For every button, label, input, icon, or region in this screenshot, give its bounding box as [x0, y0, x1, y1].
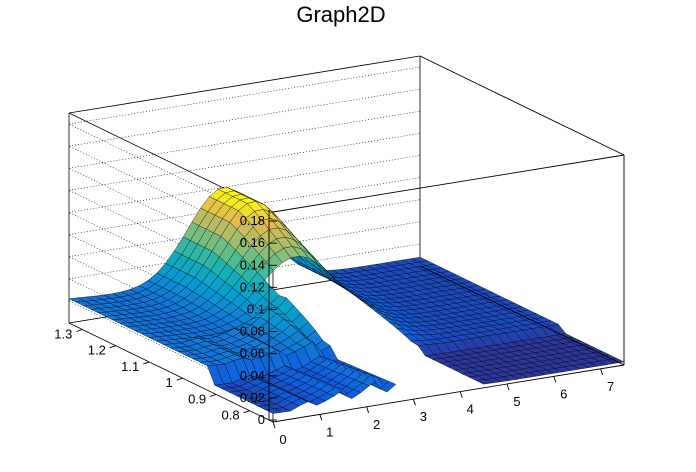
z-axis: 0 0.02 0.04 0.06 0.08 0.1 0.12 0.14 0.16 0.18	[240, 210, 277, 427]
z-tick-label: 0.04	[240, 368, 265, 383]
y-tick	[176, 377, 183, 381]
y-tick	[243, 410, 250, 414]
x-tick-label: 7	[607, 379, 614, 394]
x-tick-label: 1	[326, 424, 333, 439]
surface	[68, 187, 625, 414]
z-tick-label: 0.1	[247, 301, 265, 316]
y-axis: 0.8 0.9 1 1.1 1.2 1.3	[54, 326, 250, 423]
chart-title: Graph2D	[296, 2, 385, 27]
right-top-edge	[419, 55, 625, 156]
z-gridline-back	[68, 66, 421, 125]
x-tick	[272, 421, 276, 429]
right-floor-edge	[419, 265, 625, 366]
x-tick	[366, 406, 370, 413]
z-gridline-back	[68, 88, 421, 147]
x-tick	[600, 368, 604, 375]
back-top-edge	[68, 55, 421, 114]
z-gridline-back	[68, 110, 421, 169]
x-tick-label: 4	[467, 402, 474, 417]
y-tick-label: 1.3	[54, 326, 72, 341]
y-tick	[210, 393, 217, 397]
surface-cell	[379, 380, 397, 393]
left-floor-edge	[68, 322, 274, 423]
x-tick-label: 5	[513, 394, 520, 409]
y-tick	[76, 329, 83, 332]
z-tick-label: 0	[258, 412, 265, 427]
x-tick-label: 3	[420, 409, 427, 424]
z-tick-label: 0.06	[240, 346, 265, 361]
z-tick-label: 0.18	[240, 213, 265, 228]
z-tick-label: 0.14	[240, 257, 265, 272]
z-tick-label: 0.16	[240, 235, 265, 250]
y-tick	[143, 361, 150, 365]
x-axis: 0 1 2 3 4 5 6 7	[272, 368, 614, 447]
x-tick-label: 2	[373, 417, 380, 432]
x-tick	[319, 414, 323, 421]
y-tick-label: 1.1	[121, 359, 139, 374]
z-tick-label: 0.08	[240, 324, 265, 339]
x-tick-label: 6	[560, 386, 567, 401]
y-tick	[109, 345, 116, 349]
y-tick-label: 0.8	[222, 408, 240, 423]
z-tick-label: 0.02	[240, 390, 265, 405]
z-gridline-back	[68, 155, 421, 213]
x-tick	[506, 383, 510, 391]
y-tick-label: 1	[165, 375, 172, 390]
front-top-edge	[272, 154, 625, 213]
x-tick	[459, 391, 463, 398]
front-frame	[272, 55, 625, 423]
y-tick-label: 1.2	[88, 343, 106, 358]
y-tick-label: 0.9	[188, 391, 206, 406]
x-tick	[553, 376, 557, 383]
z-gridline-back	[68, 133, 421, 191]
x-tick-label: 0	[279, 432, 286, 447]
x-tick	[412, 399, 416, 406]
z-tick-label: 0.12	[240, 279, 265, 294]
front-floor-edge	[272, 364, 625, 423]
